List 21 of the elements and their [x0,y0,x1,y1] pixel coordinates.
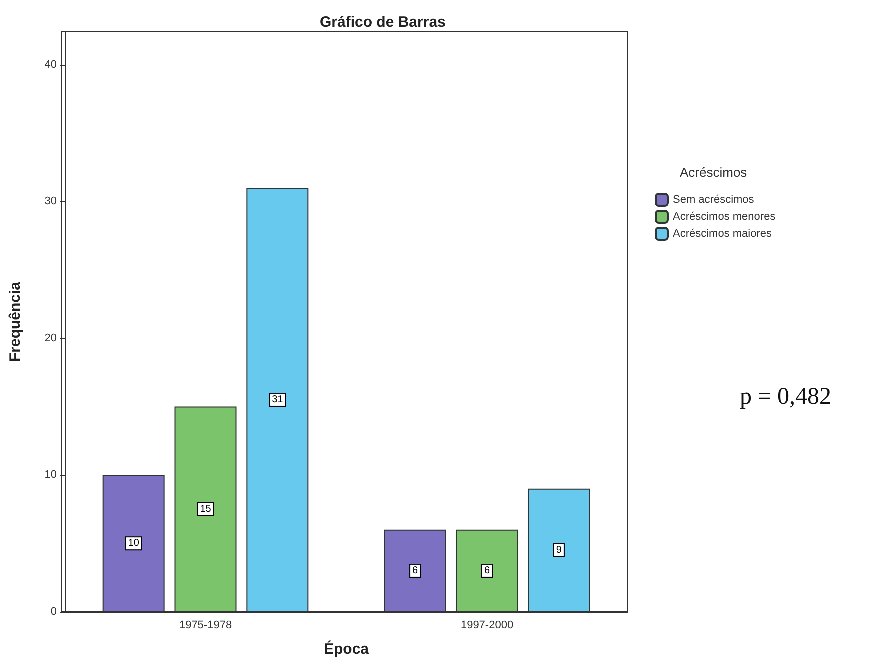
legend-label: Acréscimos menores [673,211,776,223]
legend-title: Acréscimos [680,165,748,180]
text: p = 0,482 [740,384,832,410]
chart-title: Gráfico de Barras [320,14,446,31]
x-tick-label: 1997-2000 [460,620,514,632]
data-label: 9 [556,544,562,556]
data-label: 6 [484,565,490,576]
legend-label: Acréscimos maiores [673,228,773,240]
x-axis-title: Época [324,640,370,658]
data-label: 10 [128,538,140,550]
y-tick-label: 40 [44,58,57,71]
data-label: 6 [412,565,419,576]
data-label: 15 [200,504,212,515]
y-axis-title: Frequência [7,281,24,362]
data-label: 31 [272,394,284,406]
y-tick-label: 0 [50,606,57,618]
y-tick-label: 20 [44,332,57,344]
y-tick-label: 30 [44,196,57,208]
legend-label: Sem acréscimos [673,194,755,206]
x-tick-label: 1975-1978 [179,620,232,632]
y-tick-label: 10 [44,469,57,482]
